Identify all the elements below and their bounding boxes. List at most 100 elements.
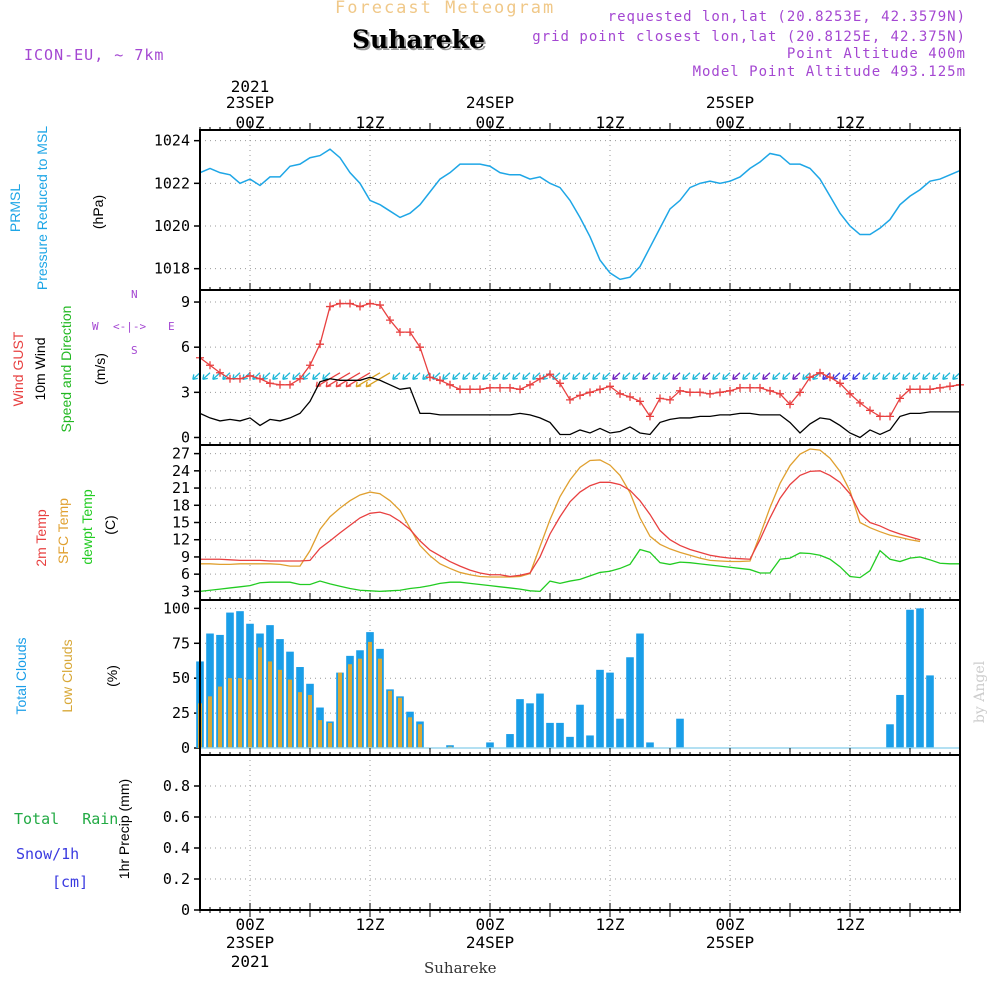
low-cloud-bar	[208, 696, 212, 749]
wind-arrow-head	[722, 374, 725, 380]
wind-arrow-head	[852, 374, 855, 380]
wind-arrow-head	[842, 374, 845, 380]
y-tick-label: 15	[172, 514, 190, 532]
wind-arrow-head	[472, 377, 478, 381]
wind-gust-marker	[586, 388, 594, 397]
dewpt-line	[199, 548, 960, 593]
wind-arrow-head	[842, 377, 848, 381]
wind-arrow-head	[792, 377, 798, 381]
wind-gust-marker	[526, 380, 534, 389]
low-cloud-bar	[298, 692, 302, 749]
panel-frame	[199, 129, 961, 291]
wind-gust-marker	[476, 385, 484, 394]
wind-gust-marker	[766, 386, 774, 395]
total-cloud-bar	[906, 609, 914, 749]
wind-gust-marker	[696, 388, 704, 397]
total-cloud-bar	[526, 703, 534, 749]
wind-gust-marker	[386, 316, 394, 325]
panel-frame	[199, 754, 961, 911]
requested-coords: requested lon,lat (20.8253E, 42.3579N)	[607, 9, 966, 25]
wind-direction-arrow	[452, 372, 461, 380]
wind-direction-arrow	[842, 372, 851, 380]
wind-gust-marker	[726, 386, 734, 395]
bottom-time-label: 12Z	[356, 915, 385, 934]
bottom-time-label: 12Z	[836, 915, 865, 934]
wind-arrow-head	[702, 374, 705, 380]
wind-direction-arrow	[532, 372, 541, 380]
wind-gust-marker	[856, 398, 864, 407]
wind-direction-arrow	[712, 372, 721, 380]
top-time-label: 12Z	[356, 113, 385, 132]
wind-gust-marker	[486, 383, 494, 392]
wind-direction-arrow	[322, 372, 331, 380]
wind-gust-marker	[516, 385, 524, 394]
wind-direction-arrow	[512, 372, 521, 380]
panel-frame	[199, 289, 961, 446]
wind-arrow-head	[322, 377, 328, 381]
low-cloud-bar	[258, 647, 262, 749]
y-tick-label: 1018	[154, 260, 190, 278]
supertitle: Forecast Meteogram	[335, 0, 556, 18]
wind-arrow-head	[932, 377, 938, 381]
total-cloud-bar	[916, 608, 924, 749]
wind-arrow-head	[492, 374, 495, 380]
wind-arrow-head	[642, 374, 645, 380]
wind-arrow-head	[336, 385, 342, 388]
wind-arrow-head	[682, 377, 688, 381]
wind-arrow-head	[902, 377, 908, 381]
y-tick-label: 0.6	[163, 808, 190, 826]
y-tick-label: 6	[181, 338, 190, 356]
wind-gust-marker	[866, 406, 874, 415]
wind-direction-arrow	[802, 372, 811, 380]
top-time-label: 00Z	[716, 113, 745, 132]
wind-direction-arrow	[192, 372, 201, 380]
wind-arrow-head	[422, 374, 425, 380]
wind-arrow-head	[802, 374, 805, 380]
wind-arrow-head	[452, 374, 455, 380]
total-cloud-bar	[586, 735, 594, 749]
wind-arrow-head	[762, 374, 765, 380]
wind-direction-arrow	[392, 372, 401, 380]
wind-direction-arrow	[472, 372, 481, 380]
wind-arrow-head	[672, 374, 675, 380]
total-cloud-bar	[206, 633, 214, 749]
wind-gust-marker	[566, 395, 574, 404]
wind-gust-marker	[786, 400, 794, 409]
wind-gust-marker	[466, 385, 474, 394]
wind-direction-arrow	[732, 372, 741, 380]
wind-arrow-head	[942, 374, 945, 380]
wind-direction-arrow	[612, 372, 621, 380]
sfc-temp-line	[200, 448, 921, 578]
wind-direction-arrow	[562, 372, 571, 380]
wind-arrow-head	[482, 374, 485, 380]
footer-station: Suhareke	[424, 959, 497, 977]
wind-gust-marker	[546, 370, 554, 379]
wind-direction-arrow	[582, 372, 591, 380]
wind-gust-marker	[716, 388, 724, 397]
wind-direction-arrow	[272, 372, 281, 380]
wind-arrow-head	[532, 374, 535, 380]
wind-direction-arrow	[792, 372, 801, 380]
total-cloud-bar	[506, 734, 514, 749]
wind-gust-marker	[656, 394, 664, 403]
y-tick-label: 9	[181, 548, 190, 566]
compass-e: E	[168, 320, 175, 333]
y-tick-label: 0.2	[163, 870, 190, 888]
wind-arrow-head	[752, 374, 755, 380]
bottom-time-label: 25SEP	[706, 933, 754, 952]
wind-gust-marker	[746, 383, 754, 392]
wind-arrow-head	[592, 377, 598, 381]
wind-direction-arrow	[442, 372, 451, 380]
wind-gust-marker	[426, 373, 434, 382]
y-tick-label: 21	[172, 479, 190, 497]
wind-arrow-head	[562, 377, 568, 381]
low-cloud-bar	[318, 720, 322, 749]
wind-gust-marker	[756, 383, 764, 392]
wind-gust-marker	[436, 376, 444, 385]
wind-arrow-head	[732, 377, 738, 381]
wind-arrow-head	[742, 374, 745, 380]
wind-direction-arrow	[622, 372, 631, 380]
compass-w: W	[92, 320, 99, 333]
